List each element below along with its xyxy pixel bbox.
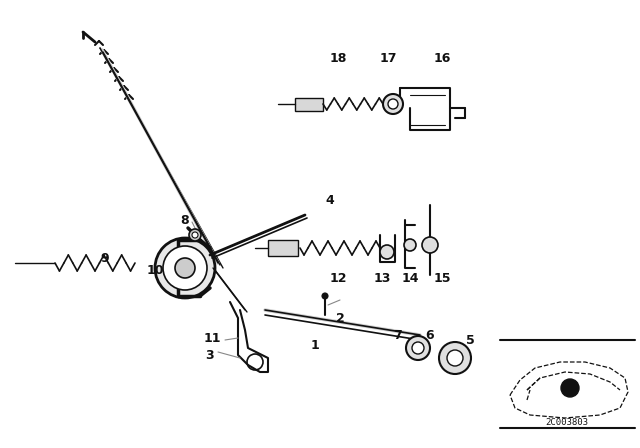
Circle shape	[406, 336, 430, 360]
Circle shape	[422, 237, 438, 253]
Circle shape	[322, 293, 328, 299]
Text: 18: 18	[330, 52, 347, 65]
Text: 10: 10	[147, 263, 164, 276]
Circle shape	[412, 342, 424, 354]
Text: 11: 11	[204, 332, 221, 345]
Bar	[295, 98, 323, 111]
Circle shape	[561, 379, 579, 397]
Circle shape	[189, 229, 201, 241]
Text: 8: 8	[180, 214, 189, 227]
Text: 3: 3	[205, 349, 214, 362]
Circle shape	[380, 245, 394, 259]
Text: 16: 16	[433, 52, 451, 65]
Text: 5: 5	[466, 333, 474, 346]
Circle shape	[155, 238, 215, 298]
Text: 13: 13	[373, 271, 390, 284]
Text: 12: 12	[329, 271, 347, 284]
Text: 4: 4	[326, 194, 334, 207]
Text: 15: 15	[433, 271, 451, 284]
Text: 1: 1	[310, 339, 319, 352]
Text: 9: 9	[100, 251, 109, 264]
Circle shape	[192, 232, 198, 238]
Circle shape	[404, 239, 416, 251]
Circle shape	[388, 99, 398, 109]
Circle shape	[439, 342, 471, 374]
Text: 17: 17	[380, 52, 397, 65]
Bar	[268, 240, 298, 256]
Circle shape	[163, 246, 207, 290]
Text: 7: 7	[394, 328, 403, 341]
Circle shape	[175, 258, 195, 278]
Text: 14: 14	[401, 271, 419, 284]
Text: 2: 2	[335, 311, 344, 324]
Circle shape	[447, 350, 463, 366]
Text: 6: 6	[426, 328, 435, 341]
Circle shape	[383, 94, 403, 114]
Text: 2C003803: 2C003803	[545, 418, 589, 426]
